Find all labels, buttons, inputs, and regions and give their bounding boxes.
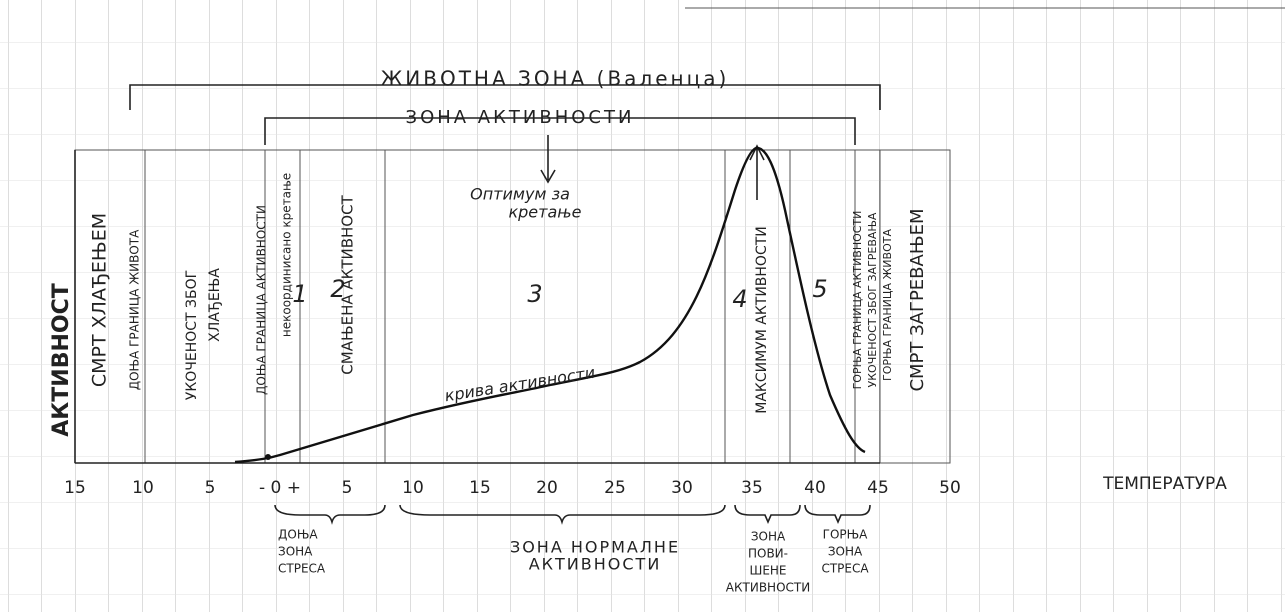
bottom-zone-label: ЗОНА [828,545,863,559]
x-tick-label: 30 [671,478,693,498]
x-tick-label: 15 [64,478,86,498]
x-axis-label: ТЕМПЕРАТУРА [1102,474,1227,494]
zone-number: 5 [812,275,827,303]
zone-number: 4 [732,285,747,313]
bottom-zone-label: СТРЕСА [821,562,869,576]
x-tick-label: 5 [205,478,216,498]
vertical-label: УКОЧЕНОСТ ЗБОГ [184,270,200,400]
optimum-label: кретање [508,203,581,222]
vertical-label: ГОРЊА ГРАНИЦА ЖИВОТА [881,229,894,381]
vertical-label: ДОЊА ГРАНИЦА ЖИВОТА [128,229,142,390]
vertical-label: СМРТ ЗАГРЕВАЊЕМ [907,208,928,391]
vertical-label: ГОРЊА ГРАНИЦА АКТИВНОСТИ [851,211,864,390]
x-tick-label: 10 [132,478,154,498]
x-tick-label: 5 [342,478,353,498]
x-tick-label: 20 [536,478,558,498]
zone-number: 1 [292,280,307,308]
bottom-zone-label: ШЕНЕ [749,564,786,578]
vertical-label: АКТИВНОСТ [49,283,74,436]
title: ЖИВОТНА ЗОНА (Валенца) [381,67,730,91]
bottom-zone-label: ЗОНА [278,545,313,559]
vertical-label: ХЛАЂЕЊА [207,268,223,342]
zone-number: 2 [330,275,345,303]
x-tick-label: 25 [604,478,626,498]
vertical-label: УКОЧЕНОСТ ЗБОГ ЗАГРЕВАЊА [866,212,879,387]
page: ЖИВОТНА ЗОНА (Валенца) ЗОНА АКТИВНОСТИ 1… [0,0,1285,612]
x-tick-label: - 0 + [259,478,301,498]
optimum-label: Оптимум за [470,185,570,204]
x-tick-label: 35 [741,478,763,498]
x-tick-label: 50 [939,478,961,498]
vertical-label: МАКСИМУМ АКТИВНОСТИ [754,226,770,413]
bottom-zone-label: АКТИВНОСТИ [726,581,810,595]
bottom-zone-label: ПОВИ- [748,547,788,561]
subtitle: ЗОНА АКТИВНОСТИ [406,107,635,128]
x-tick-label: 40 [804,478,826,498]
vertical-label: СМРТ ХЛАЂЕЊЕМ [89,213,111,387]
bottom-zone-label: ГОРЊА [823,528,869,542]
x-tick-label: 10 [402,478,424,498]
zone-number: 3 [527,280,542,308]
curve-dot [265,454,271,460]
vertical-label: некоординисано кретање [280,173,294,337]
x-tick-label: 45 [867,478,889,498]
x-tick-label: 15 [469,478,491,498]
bottom-zone-label: АКТИВНОСТИ [529,555,662,574]
bottom-zone-label: СТРЕСА [278,562,326,576]
sketch: ЖИВОТНА ЗОНА (Валенца) ЗОНА АКТИВНОСТИ 1… [0,0,1285,612]
bottom-zone-label: ЗОНА [751,530,786,544]
bottom-zone-label: ДОЊА [278,528,318,542]
vertical-label: ДОЊА ГРАНИЦА АКТИВНОСТИ [255,205,269,395]
